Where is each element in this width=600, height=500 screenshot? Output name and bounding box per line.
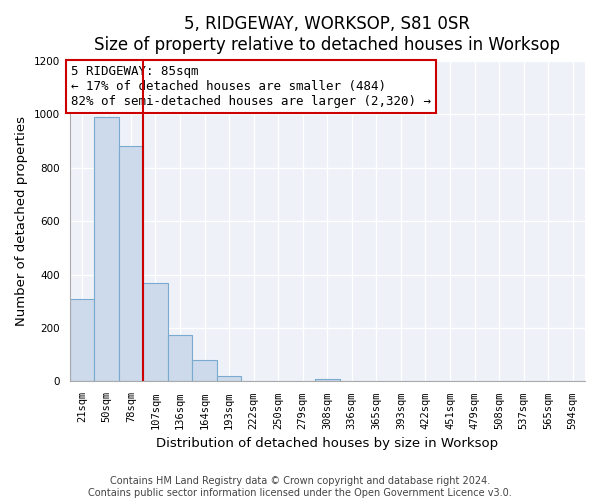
Text: Contains HM Land Registry data © Crown copyright and database right 2024.
Contai: Contains HM Land Registry data © Crown c… — [88, 476, 512, 498]
Bar — [217, 376, 241, 382]
Bar — [315, 379, 340, 382]
Bar — [192, 360, 217, 382]
Bar — [119, 146, 143, 382]
Bar — [94, 117, 119, 382]
Text: 5 RIDGEWAY: 85sqm
← 17% of detached houses are smaller (484)
82% of semi-detache: 5 RIDGEWAY: 85sqm ← 17% of detached hous… — [71, 65, 431, 108]
X-axis label: Distribution of detached houses by size in Worksop: Distribution of detached houses by size … — [156, 437, 499, 450]
Y-axis label: Number of detached properties: Number of detached properties — [15, 116, 28, 326]
Bar — [143, 282, 168, 382]
Title: 5, RIDGEWAY, WORKSOP, S81 0SR
Size of property relative to detached houses in Wo: 5, RIDGEWAY, WORKSOP, S81 0SR Size of pr… — [94, 15, 560, 54]
Bar — [168, 334, 192, 382]
Bar — [70, 298, 94, 382]
